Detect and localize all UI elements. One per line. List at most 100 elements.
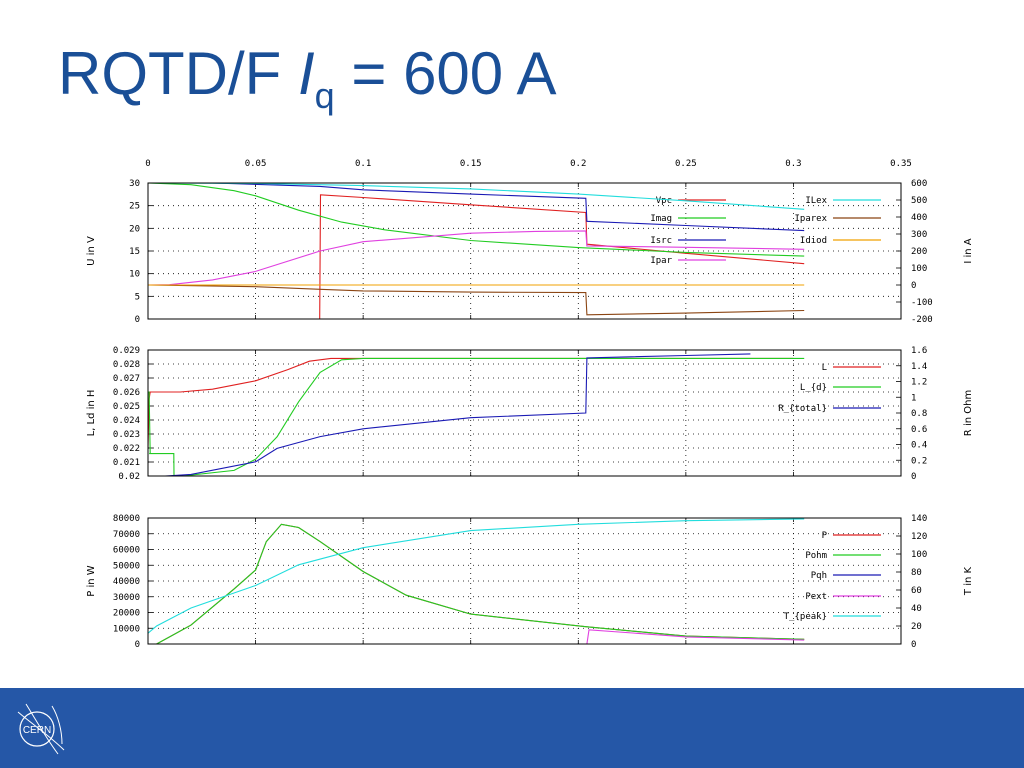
legend-label: Vpc <box>656 196 672 206</box>
y-tick-label: 0.025 <box>113 402 140 412</box>
chart-panel-3: 0 10000 20000 30000 40000 50000 60000 70000 8000… <box>86 514 974 650</box>
page-title: RQTD/F Iq = 600 A <box>58 44 557 114</box>
y2-tick-label: -100 <box>911 298 933 308</box>
y-tick-label: 0.022 <box>113 444 140 454</box>
y2-tick-label: 0 <box>911 472 916 482</box>
y-tick-label: 0 <box>135 315 140 325</box>
y2-tick-label: 120 <box>911 532 927 542</box>
y2-tick-label: 100 <box>911 264 927 274</box>
series-line-isrc <box>148 183 805 232</box>
plot-frame <box>147 182 902 320</box>
y-tick-label: 40000 <box>113 577 140 587</box>
legend-label: L_{d} <box>800 383 827 393</box>
y-tick-label: 0 <box>135 640 140 650</box>
series-line-pext <box>586 629 805 644</box>
y2-axis-label: R in Ohm <box>963 390 974 436</box>
x-tick-label: 0.3 <box>785 159 801 169</box>
title-prefix: RQTD/F <box>58 40 298 107</box>
y-tick-label: 0.029 <box>113 346 140 356</box>
y-tick-label: 10000 <box>113 624 140 634</box>
y2-tick-label: 1.4 <box>911 362 927 372</box>
plot-frame <box>147 517 902 645</box>
y2-tick-label: 0.4 <box>911 441 927 451</box>
y-tick-label: 15 <box>129 247 140 257</box>
cern-logo-text: CERN <box>23 725 51 736</box>
y2-tick-label: 0.6 <box>911 425 927 435</box>
y-axis-label: L, Ld in H <box>86 390 97 437</box>
y2-tick-label: 80 <box>911 568 922 578</box>
x-tick-label: 0 <box>145 159 150 169</box>
y2-tick-label: 100 <box>911 550 927 560</box>
y-tick-label: 0.027 <box>113 374 140 384</box>
y-axis-label: P in W <box>86 565 97 597</box>
y2-tick-label: 1 <box>911 393 916 403</box>
x-tick-label: 0.1 <box>355 159 371 169</box>
legend-label: Ipar <box>650 256 672 266</box>
title-suffix: = 600 A <box>334 40 557 107</box>
y-tick-label: 0.026 <box>113 388 140 398</box>
y2-axis-label: I in A <box>963 238 974 263</box>
legend-label: Iparex <box>794 214 827 224</box>
legend-label: Pqh <box>811 571 827 581</box>
y-tick-label: 25 <box>129 202 140 212</box>
legend-label: Pohm <box>805 551 827 561</box>
series-line-rtotal <box>165 353 751 476</box>
y2-tick-label: 400 <box>911 213 927 223</box>
y-tick-label: 0.021 <box>113 458 140 468</box>
y-tick-label: 0.024 <box>113 416 140 426</box>
y2-tick-label: 200 <box>911 247 927 257</box>
plot-frame <box>147 349 902 477</box>
series-line-p <box>156 523 805 644</box>
legend-label: Pext <box>805 592 827 602</box>
chart-panel-2: 0.02 0.021 0.022 0.023 0.024 0.025 0.026 0.027 0… <box>86 346 974 482</box>
chart-figure: 0 0.05 0.1 0.15 0.2 0.25 0.3 0.35051015202530-2… <box>86 159 974 650</box>
y2-tick-label: 0 <box>911 640 916 650</box>
y2-tick-label: 0.2 <box>911 456 927 466</box>
legend-label: Imag <box>650 214 672 224</box>
y2-tick-label: 20 <box>911 622 922 632</box>
legend-label: R_{total} <box>778 404 827 414</box>
y2-tick-label: -200 <box>911 315 933 325</box>
y-tick-label: 30 <box>129 179 140 189</box>
x-tick-label: 0.05 <box>245 159 267 169</box>
y2-tick-label: 140 <box>911 514 927 524</box>
legend-label: Idiod <box>800 236 827 246</box>
y2-tick-label: 300 <box>911 230 927 240</box>
series-line-ld <box>148 357 805 476</box>
series-line-ipar <box>148 230 805 286</box>
y-tick-label: 80000 <box>113 514 140 524</box>
series-line-l <box>148 357 794 449</box>
y2-tick-label: 60 <box>911 586 922 596</box>
series-line-imag <box>148 183 805 257</box>
x-tick-label: 0.25 <box>675 159 697 169</box>
y2-tick-label: 500 <box>911 196 927 206</box>
y2-tick-label: 0 <box>911 281 916 291</box>
y-tick-label: 50000 <box>113 561 140 571</box>
y-tick-label: 60000 <box>113 546 140 556</box>
y-tick-label: 0.028 <box>113 360 140 370</box>
y-tick-label: 20 <box>129 224 140 234</box>
y2-tick-label: 1.2 <box>911 378 927 388</box>
series-line-vpc <box>148 194 805 319</box>
y2-tick-label: 600 <box>911 179 927 189</box>
y-tick-label: 0.02 <box>118 472 140 482</box>
series-line-iparex <box>148 284 805 316</box>
x-tick-label: 0.15 <box>460 159 482 169</box>
x-tick-label: 0.35 <box>890 159 912 169</box>
cern-logo: CERN <box>17 703 65 755</box>
legend-label: L <box>822 363 827 373</box>
series-line-pohm <box>156 523 805 644</box>
chart-panel-1: 0 0.05 0.1 0.15 0.2 0.25 0.3 0.35 0 5 10 15 20 25 30 -2… <box>86 159 974 325</box>
y-tick-label: 10 <box>129 270 140 280</box>
y2-axis-label: T in K <box>963 566 974 596</box>
y-tick-label: 20000 <box>113 609 140 619</box>
y-tick-label: 30000 <box>113 593 140 603</box>
y-tick-label: 5 <box>135 292 140 302</box>
footer-bar <box>0 688 1024 768</box>
x-tick-label: 0.2 <box>570 159 586 169</box>
y2-tick-label: 40 <box>911 604 922 614</box>
legend-label: P <box>822 531 828 541</box>
y-tick-label: 70000 <box>113 530 140 540</box>
legend-label: Isrc <box>650 236 672 246</box>
legend-label: ILex <box>805 196 827 206</box>
